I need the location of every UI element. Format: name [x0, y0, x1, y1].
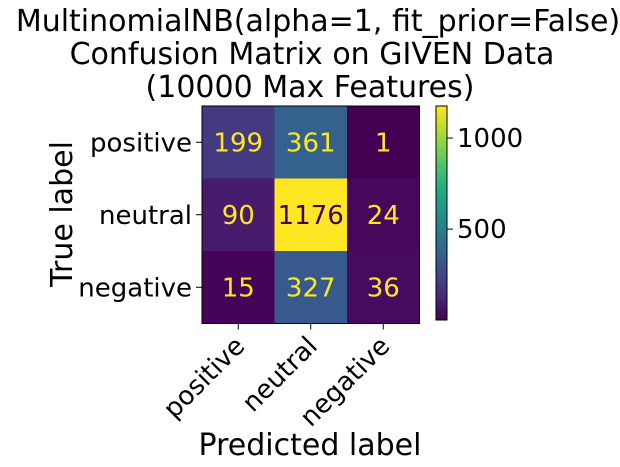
colorbar-tick-label: 500	[457, 215, 507, 245]
heatmap-cell	[274, 106, 348, 179]
cell-value-label: 15	[222, 273, 255, 303]
heatmap-cell	[274, 178, 348, 252]
heatmap-cell	[347, 251, 420, 324]
colorbar-tick-label: 1000	[457, 124, 523, 154]
y-axis-ticks: positive neutral negative	[78, 128, 202, 303]
cell-value-label: 1176	[278, 201, 344, 231]
cell-value-label: 24	[367, 201, 400, 231]
cell-value-label: 327	[286, 273, 336, 303]
cell-value-label: 199	[213, 128, 263, 158]
cell-value-label: 36	[367, 273, 400, 303]
y-tick-label: negative	[78, 273, 192, 303]
heatmap-cell	[202, 178, 275, 252]
heatmap-cell	[347, 106, 420, 179]
heatmap-cell	[347, 178, 420, 252]
colorbar-ticks: 500 1000	[447, 124, 523, 245]
x-axis-label: Predicted label	[199, 428, 422, 463]
colorbar-gradient	[435, 105, 448, 321]
y-axis-label: True label	[45, 141, 80, 288]
chart-title-line-2: Confusion Matrix on GIVEN Data	[70, 37, 555, 72]
cell-value-label: 361	[286, 128, 336, 158]
cell-value-label: 90	[222, 201, 255, 231]
heatmap-cell	[274, 251, 348, 324]
cell-value-label: 1	[375, 128, 392, 158]
y-tick-label: positive	[90, 128, 192, 158]
heatmap-cell	[202, 106, 275, 179]
chart-title-line-1: MultinomialNB(alpha=1, fit_prior=False)	[16, 4, 620, 39]
colorbar: 500 1000	[435, 105, 523, 321]
heatmap-cell	[202, 251, 275, 324]
heatmap-cell-labels: 199 361 1 90 1176 24 15 327 36	[213, 128, 399, 303]
x-tick-label: positive	[158, 331, 251, 424]
y-tick-label: neutral	[99, 201, 192, 231]
heatmap-cells	[202, 106, 420, 324]
chart-title: MultinomialNB(alpha=1, fit_prior=False) …	[16, 4, 620, 105]
chart-title-line-3: (10000 Max Features)	[146, 70, 475, 105]
